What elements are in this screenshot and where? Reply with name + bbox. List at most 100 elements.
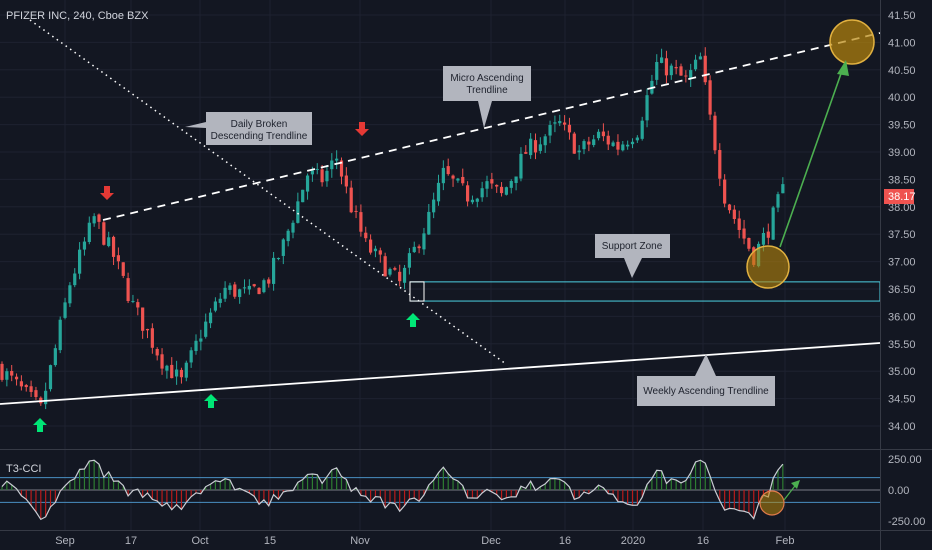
- candle-body: [684, 75, 688, 77]
- candle-body: [310, 170, 314, 175]
- callout-daily-broken-line2: Descending Trendline: [211, 131, 308, 142]
- callout-weekly-ascending-box: [637, 354, 775, 406]
- candle-body: [296, 201, 300, 223]
- candle-body: [616, 141, 620, 150]
- candle-body: [102, 222, 106, 245]
- callout-daily-broken-box: [185, 112, 312, 145]
- y-tick-label: 36.50: [888, 284, 916, 296]
- callout-support-zone-line1: Support Zone: [602, 241, 663, 252]
- y-tick-label: 35.00: [888, 366, 916, 378]
- candle-body: [44, 390, 48, 405]
- candle-body: [703, 55, 707, 83]
- candle-body: [446, 166, 450, 175]
- candle-body: [519, 153, 523, 179]
- candle-body: [495, 184, 499, 187]
- candle-body: [73, 273, 77, 286]
- callout-weekly-ascending-line1: Weekly Ascending Trendline: [643, 386, 769, 397]
- candle-body: [97, 214, 101, 222]
- candle-body: [121, 262, 125, 276]
- candle-body: [664, 58, 669, 76]
- candle-body: [82, 241, 87, 250]
- candle-body: [679, 66, 683, 76]
- weekly-ascending-trendline: [0, 342, 881, 405]
- candle-body: [107, 237, 111, 247]
- candle-body: [262, 280, 266, 293]
- chart-title: PFIZER INC, 240, Cboe BZX: [6, 10, 149, 22]
- candle-body: [281, 239, 285, 256]
- candle-body: [354, 210, 358, 212]
- candle-body: [485, 181, 489, 189]
- callout-support-zone: Support Zone: [595, 234, 670, 278]
- indicator-pane: [0, 459, 880, 521]
- candle-body: [635, 137, 639, 141]
- candle-body: [723, 179, 727, 204]
- candle-body: [131, 300, 135, 302]
- reversal-circle: [746, 245, 790, 289]
- candle-body: [315, 168, 319, 170]
- y-tick-label: 37.00: [888, 257, 916, 269]
- candle-body: [247, 285, 251, 290]
- y-tick-label: 35.50: [888, 339, 916, 351]
- candle-body: [359, 212, 363, 232]
- y-tick-label: 41.00: [888, 37, 916, 49]
- indicator-arrow-head: [791, 480, 800, 489]
- candle-body: [126, 278, 130, 302]
- indicator-y-tick-label: 250.00: [888, 454, 922, 466]
- candle-body: [388, 268, 392, 275]
- candle-body: [529, 138, 533, 156]
- candle-body: [330, 160, 334, 170]
- candle-body: [509, 181, 513, 188]
- candle-body: [732, 209, 736, 220]
- candle-body: [145, 328, 150, 331]
- candle-body: [504, 187, 508, 195]
- candle-body: [213, 301, 217, 311]
- candle-body: [781, 184, 785, 194]
- candle-body: [364, 232, 368, 239]
- candle-body: [393, 268, 397, 270]
- candle-body: [242, 287, 247, 289]
- candle-body: [480, 188, 484, 198]
- candle-body: [24, 385, 28, 388]
- candle-body: [466, 185, 470, 202]
- candle-body: [228, 285, 232, 290]
- x-tick-label: Oct: [191, 535, 208, 547]
- x-tick-label: 17: [125, 535, 137, 547]
- grid-lines: [0, 0, 880, 530]
- candle-body: [320, 169, 324, 183]
- candle-body: [208, 312, 213, 324]
- candle-body: [461, 176, 465, 184]
- candle-body: [252, 284, 256, 287]
- candle-body: [286, 230, 290, 242]
- candle-body: [422, 233, 426, 250]
- candle-body: [543, 136, 547, 146]
- candle-body: [223, 287, 227, 299]
- candle-body: [14, 376, 19, 380]
- y-tick-label: 38.50: [888, 174, 916, 186]
- candle-body: [272, 257, 276, 284]
- callout-micro-ascending-box: [443, 66, 531, 128]
- candle-body: [19, 381, 23, 387]
- candle-body: [34, 390, 38, 398]
- candle-body: [194, 340, 198, 352]
- candle-body: [53, 348, 57, 366]
- support-zone-marker: [409, 281, 425, 302]
- price-badge-bg: [884, 189, 914, 204]
- candle-body: [771, 207, 775, 240]
- candle-body: [0, 363, 4, 380]
- callout-micro-ascending-line2: Trendline: [466, 85, 508, 96]
- x-tick-label: Sep: [55, 535, 75, 547]
- projection-arrow-line: [779, 67, 844, 248]
- candle-body: [184, 362, 188, 378]
- drawings-layer: [0, 19, 881, 432]
- candle-body: [335, 158, 339, 161]
- candle-body: [5, 371, 9, 380]
- candle-body: [301, 189, 305, 203]
- candle-body: [451, 175, 455, 179]
- candle-body: [747, 237, 751, 249]
- candle-body: [693, 59, 698, 70]
- y-tick-label: 40.50: [888, 65, 916, 77]
- x-tick-label: Dec: [481, 535, 501, 547]
- y-tick-label: 34.00: [888, 421, 916, 433]
- candle-body: [116, 255, 120, 262]
- candle-body: [58, 319, 62, 351]
